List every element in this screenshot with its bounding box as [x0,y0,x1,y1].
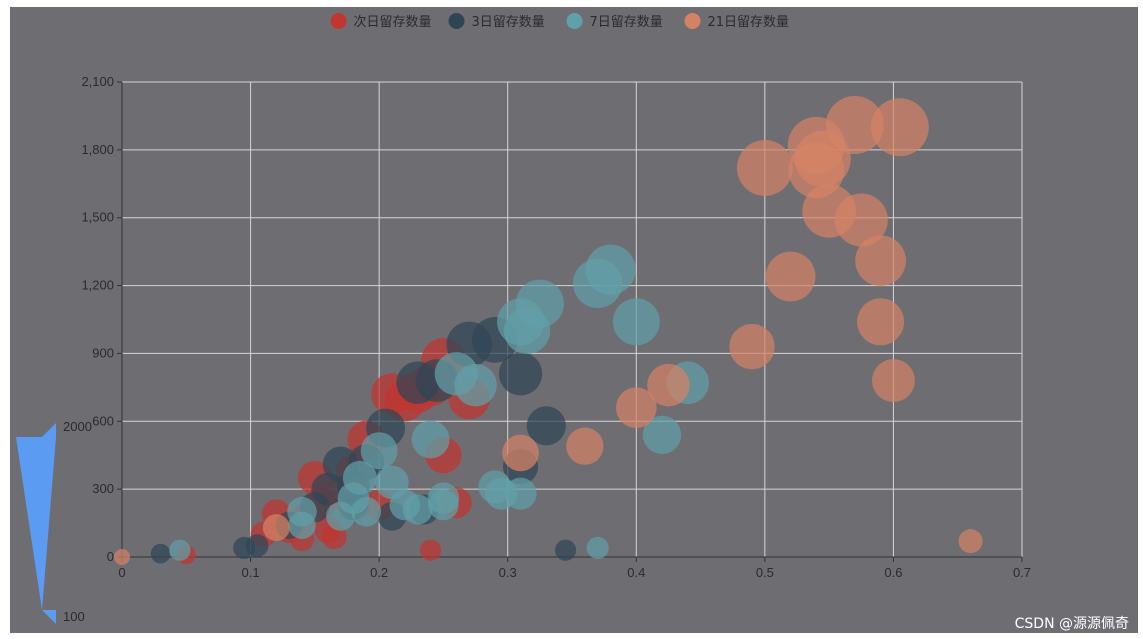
legend: 次日留存数量 3日留存数量 7日留存数量 21日留存数量 [330,13,790,30]
legend-label: 次日留存数量 [354,14,432,30]
legend-label: 7日留存数量 [590,15,663,30]
scatter-chart: 0 0.1 0.2 0.3 0.4 0.5 0.6 0.7 0 300 600 900 1,200 1,5… [16,13,1031,624]
legend-marker [448,13,465,29]
data-point [586,536,609,559]
data-point [342,460,377,495]
visual-map-handle-bottom [42,610,56,624]
y-tick-label: 900 [92,345,114,360]
y-tick-label: 300 [92,481,114,496]
legend-marker [330,13,347,29]
watermark: CSDN @源源佩奇 [1014,616,1129,632]
data-point [554,539,577,561]
x-tick-label: 0 [118,565,125,580]
data-point [150,543,171,564]
x-tick-label: 0.1 [242,565,260,580]
visual-map-max-label: 2000 [63,419,92,434]
x-tick-label: 0.3 [499,565,517,580]
legend-label: 3日留存数量 [472,15,545,30]
data-point [585,244,636,295]
data-point [872,359,915,402]
visual-map: 2000 100 [16,419,92,624]
data-point [647,363,690,407]
data-point [642,415,682,455]
y-tick-label: 600 [92,413,114,428]
data-point [765,251,816,302]
data-point [427,482,460,514]
y-tick-label: 1,200 [81,278,114,293]
x-tick-label: 0.4 [627,565,645,580]
data-point [169,539,191,561]
data-point [360,432,398,470]
y-tick-label: 0 [107,549,114,564]
visual-map-min-label: 100 [63,609,85,624]
y-tick-label: 2,100 [81,74,114,89]
data-point [245,534,269,558]
chart-frame: 0 0.1 0.2 0.3 0.4 0.5 0.6 0.7 0 300 600 900 1,200 1,5… [10,7,1138,633]
visual-map-handle-top [42,423,56,437]
data-point [402,494,433,525]
legend-marker [566,13,583,29]
series-3 [114,95,983,565]
data-point [515,279,564,328]
y-tick-label: 1,800 [81,142,114,157]
data-point [454,363,497,407]
data-point [855,235,906,287]
data-point [566,427,604,465]
data-point [825,95,884,154]
visual-map-bar [16,437,56,610]
legend-label: 21日留存数量 [708,15,790,30]
data-point [857,298,905,346]
data-points [114,95,983,565]
data-point [498,352,543,396]
data-point [615,387,657,429]
y-tick-label: 1,500 [81,210,114,225]
data-point [612,298,660,346]
x-tick-label: 0.6 [884,565,902,580]
data-point [262,514,290,542]
data-point [526,406,566,446]
x-tick-label: 0.2 [370,565,388,580]
data-point [351,496,382,527]
data-point [419,539,442,561]
legend-marker [684,13,701,29]
data-point [729,324,775,370]
data-point [736,140,793,196]
data-point [834,193,888,247]
data-point [504,477,537,510]
x-tick-label: 0.7 [1013,565,1031,580]
series-2 [169,244,710,561]
data-point [287,496,317,527]
data-point [958,529,983,554]
x-tick-label: 0.5 [756,565,774,580]
data-point [114,549,130,565]
data-point [870,98,929,157]
data-point [502,434,539,472]
data-point [411,420,450,459]
